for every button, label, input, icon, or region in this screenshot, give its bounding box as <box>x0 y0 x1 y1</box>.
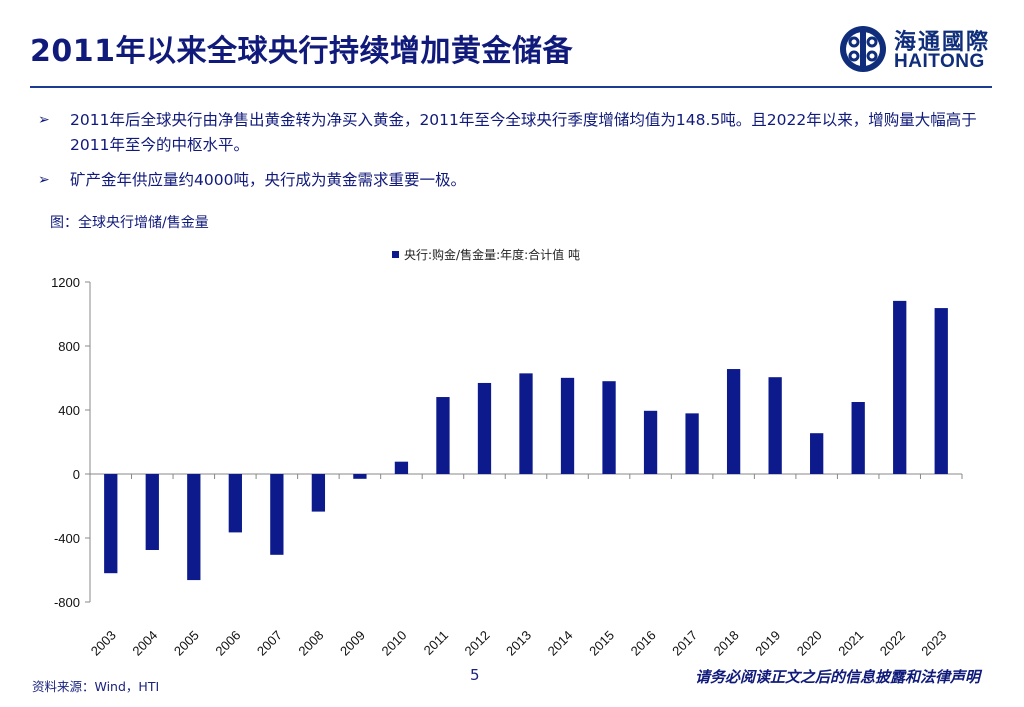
x-tick-label: 2017 <box>669 628 700 659</box>
x-tick-label: 2021 <box>835 628 866 659</box>
y-tick-label: 800 <box>58 339 80 354</box>
bar-2022 <box>893 300 907 474</box>
x-tick-label: 2016 <box>628 628 659 659</box>
bar-2006 <box>228 474 242 533</box>
x-tick-label: 2011 <box>421 628 451 658</box>
x-tick-label: 2006 <box>212 628 243 659</box>
bar-2023 <box>934 308 948 474</box>
bar-2011 <box>436 397 450 474</box>
bar-2017 <box>685 413 699 474</box>
bullet-item: ➢ 2011年后全球央行由净售出黄金转为净买入黄金，2011年至今全球央行季度增… <box>38 108 988 158</box>
bar-2021 <box>851 402 865 474</box>
y-tick-label: 0 <box>73 467 80 482</box>
bar-2009 <box>353 474 367 479</box>
x-tick-label: 2003 <box>88 628 119 659</box>
legal-disclaimer: 请务必阅读正文之后的信息披露和法律声明 <box>694 668 980 686</box>
source-note: 资料来源：Wind，HTI <box>32 679 160 694</box>
x-tick-label: 2023 <box>918 628 949 659</box>
x-tick-label: 2010 <box>378 628 409 659</box>
y-tick-label: 400 <box>58 403 80 418</box>
bar-2012 <box>477 382 492 474</box>
page-title: 2011年以来全球央行持续增加黄金储备 <box>30 34 573 69</box>
bar-2013 <box>519 373 533 474</box>
logo-chinese-text: 海通國際 <box>894 30 991 55</box>
page-number: 5 <box>470 666 480 684</box>
bullet-arrow-icon: ➢ <box>38 112 50 128</box>
legend-swatch <box>392 251 399 258</box>
bar-2008 <box>311 474 326 512</box>
x-tick-label: 2007 <box>254 628 285 659</box>
x-tick-label: 2019 <box>752 628 783 659</box>
bullet-arrow-icon: ➢ <box>38 172 50 188</box>
x-tick-label: 2014 <box>545 628 576 659</box>
x-tick-label: 2022 <box>877 628 908 659</box>
x-tick-label: 2020 <box>794 628 825 659</box>
logo-english-text: HAITONG <box>894 51 985 72</box>
bullet-list: ➢ 2011年后全球央行由净售出黄金转为净买入黄金，2011年至今全球央行季度增… <box>38 108 988 203</box>
legend-label: 央行:购金/售金量:年度:合计值 吨 <box>404 247 580 262</box>
central-bank-gold-bar-chart: 央行:购金/售金量:年度:合计值 吨 1200 800 400 0 -400 -800 200… <box>51 247 963 659</box>
y-tick-label: -800 <box>54 595 80 610</box>
bar-2018 <box>726 369 741 474</box>
x-tick-label: 2013 <box>503 628 534 659</box>
x-tick-label: 2009 <box>337 628 368 659</box>
x-tick-label: 2012 <box>462 628 493 659</box>
title-divider <box>30 86 992 88</box>
y-tick-label: -400 <box>54 531 80 546</box>
y-tick-label: 1200 <box>51 275 80 290</box>
x-tick-label: 2008 <box>295 628 326 659</box>
bar-2020 <box>810 433 824 474</box>
bar-2015 <box>602 381 616 474</box>
figure-caption: 图：全球央行增储/售金量 <box>50 215 209 231</box>
x-tick-label: 2004 <box>129 628 160 659</box>
haitong-logo: 海通國際 HAITONG <box>838 20 998 80</box>
bullet-text: 2011年后全球央行由净售出黄金转为净买入黄金，2011年至今全球央行季度增储均… <box>70 111 977 154</box>
bar-2016 <box>643 410 658 474</box>
bar-2003 <box>104 474 118 574</box>
x-tick-label: 2015 <box>586 628 617 659</box>
x-tick-label: 2005 <box>171 628 202 659</box>
bar-2007 <box>270 474 284 555</box>
bullet-text: 矿产金年供应量约4000吨，央行成为黄金需求重要一极。 <box>70 171 466 189</box>
bullet-item: ➢ 矿产金年供应量约4000吨，央行成为黄金需求重要一极。 <box>38 168 988 193</box>
bar-2005 <box>187 474 201 581</box>
bar-2010 <box>394 461 409 474</box>
haitong-emblem-icon <box>840 26 886 72</box>
x-tick-label: 2018 <box>711 628 742 659</box>
bar-2014 <box>560 377 575 474</box>
bar-2004 <box>145 474 159 550</box>
bar-2019 <box>768 377 782 474</box>
